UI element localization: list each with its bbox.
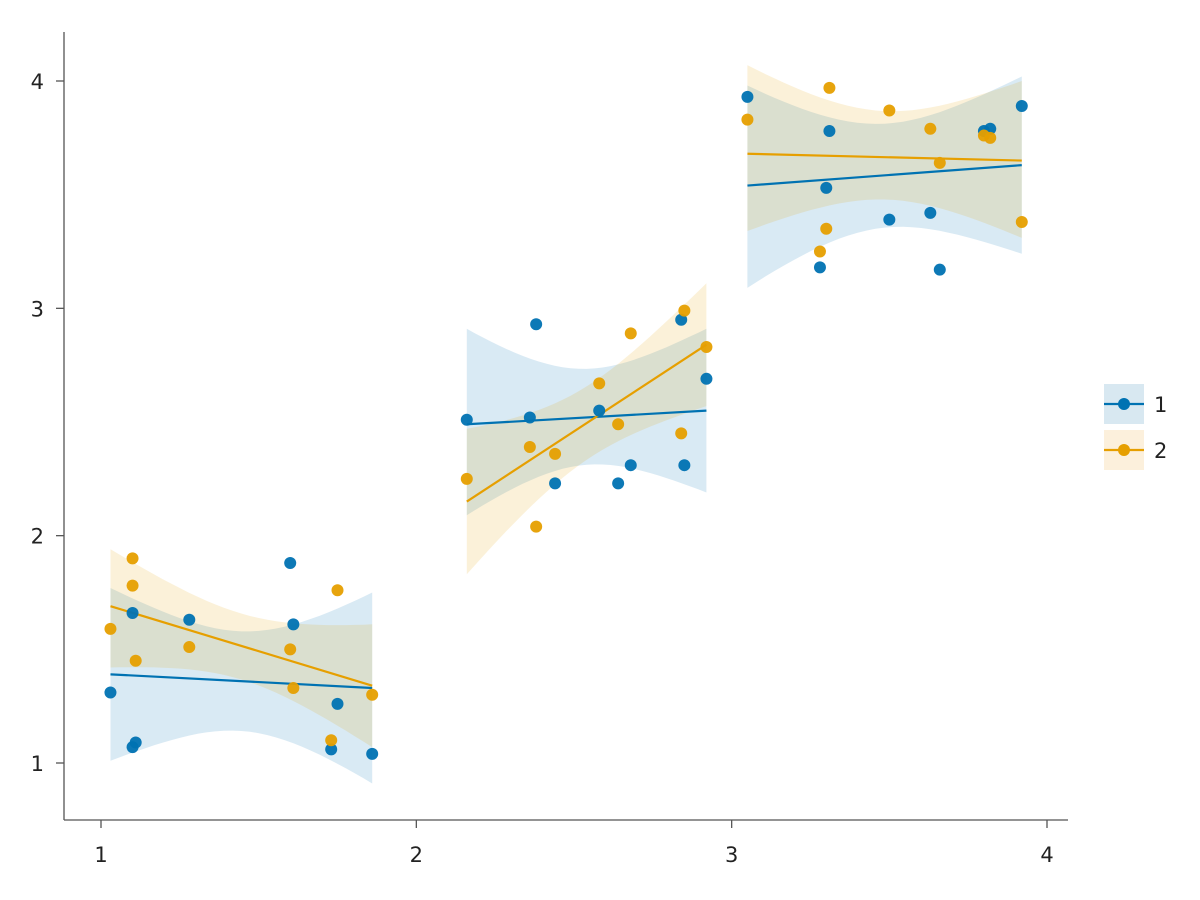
confidence-band-series-2-segment-3	[747, 65, 1022, 238]
point-series-1-14	[549, 477, 562, 490]
point-series-2-21	[741, 113, 754, 126]
point-series-1-15	[593, 404, 606, 417]
point-series-1-26	[924, 206, 937, 219]
point-series-2-24	[823, 81, 836, 94]
point-series-1-4	[126, 606, 139, 619]
point-series-1-10	[366, 747, 379, 760]
fit-line-series-1-segment-1	[110, 673, 373, 690]
point-series-1-25	[883, 213, 896, 226]
point-series-1-22	[813, 261, 826, 274]
y-tick-label-3: 3	[31, 297, 44, 321]
point-series-1-30	[1015, 100, 1028, 113]
point-series-2-19	[678, 304, 691, 317]
point-series-2-1	[104, 622, 117, 635]
x-tick-label-4: 4	[1040, 843, 1053, 867]
legend-marker-2	[1118, 444, 1130, 456]
point-series-2-15	[593, 377, 606, 390]
point-series-1-9	[331, 697, 344, 710]
point-series-1-21	[741, 90, 754, 103]
point-series-1-11	[460, 413, 473, 426]
point-series-1-20	[700, 372, 713, 385]
point-series-2-2	[126, 552, 139, 565]
point-series-1-18	[675, 313, 688, 326]
point-series-1-3	[129, 736, 142, 749]
point-series-2-3	[126, 579, 139, 592]
legend: 12	[1104, 384, 1167, 470]
point-series-2-26	[924, 122, 937, 135]
point-series-2-25	[883, 104, 896, 117]
point-series-2-9	[331, 584, 344, 597]
point-series-1-27	[933, 263, 946, 276]
point-series-1-17	[624, 459, 637, 472]
point-series-2-5	[183, 641, 196, 654]
point-series-2-8	[325, 734, 338, 747]
point-series-2-27	[933, 156, 946, 169]
point-series-2-7	[287, 681, 300, 694]
confidence-band-series-2-segment-2	[466, 283, 707, 575]
point-series-2-22	[813, 245, 826, 258]
point-series-2-4	[129, 654, 142, 667]
fit-line-series-1-segment-2	[466, 409, 707, 426]
point-series-2-12	[523, 441, 536, 454]
fit-lines	[110, 152, 1022, 690]
point-series-2-16	[612, 418, 625, 431]
fit-line-series-2-segment-3	[747, 152, 1022, 162]
point-series-1-19	[678, 459, 691, 472]
point-series-2-20	[700, 340, 713, 353]
point-series-1-1	[104, 686, 117, 699]
x-tick-label-3: 3	[725, 843, 738, 867]
point-series-2-14	[549, 447, 562, 460]
point-series-1-7	[287, 618, 300, 631]
point-series-2-6	[284, 643, 297, 656]
fit-line-series-2-segment-2	[466, 343, 708, 503]
x-tick-label-2: 2	[410, 843, 423, 867]
confidence-band-series-2-segment-1	[110, 549, 373, 748]
point-series-1-16	[612, 477, 625, 490]
legend-label-2: 2	[1154, 439, 1167, 463]
fit-line-series-1-segment-3	[747, 164, 1022, 187]
point-series-2-30	[1015, 215, 1028, 228]
point-series-2-11	[460, 472, 473, 485]
point-series-2-13	[530, 520, 543, 533]
y-tick-label-1: 1	[31, 752, 44, 776]
point-series-2-29	[984, 131, 997, 144]
point-series-2-18	[675, 427, 688, 440]
point-series-1-12	[523, 411, 536, 424]
confidence-band-series-1-segment-1	[110, 588, 373, 784]
point-series-1-23	[820, 181, 833, 194]
point-series-2-23	[820, 222, 833, 235]
point-series-2-10	[366, 688, 379, 701]
data-points	[104, 81, 1028, 760]
legend-marker-1	[1118, 398, 1130, 410]
legend-label-1: 1	[1154, 393, 1167, 417]
point-series-1-13	[530, 318, 543, 331]
x-tick-label-1: 1	[94, 843, 107, 867]
point-series-2-17	[624, 327, 637, 340]
point-series-1-8	[325, 743, 338, 756]
point-series-1-6	[284, 556, 297, 569]
y-tick-label-2: 2	[31, 525, 44, 549]
axes: 1 2 3 4 1 2 3 4	[31, 32, 1068, 867]
y-tick-label-4: 4	[31, 70, 44, 94]
point-series-1-5	[183, 613, 196, 626]
fit-line-series-2-segment-1	[110, 605, 373, 687]
confidence-bands	[110, 65, 1022, 784]
confidence-band-series-1-segment-3	[747, 76, 1022, 288]
point-series-1-24	[823, 125, 836, 138]
